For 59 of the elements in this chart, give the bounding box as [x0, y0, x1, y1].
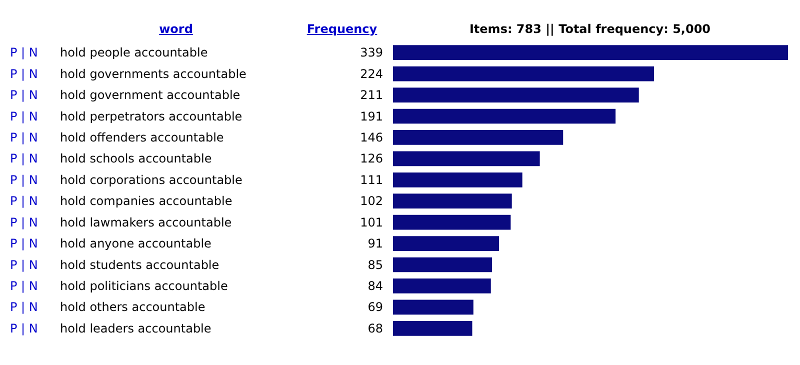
y-tick-label: hold politicians accountable [60, 278, 228, 293]
y-tick-label: hold corporations accountable [60, 172, 242, 187]
text: P | N [10, 172, 38, 187]
bar [393, 45, 788, 60]
y-tick-label: hold students accountable [60, 258, 220, 272]
y-tick-label: hold leaders accountable [60, 321, 212, 336]
data-label: 146 [360, 130, 383, 144]
data-label: 69 [368, 300, 383, 314]
bar [393, 108, 616, 124]
data-label: 126 [360, 152, 383, 166]
bar [393, 130, 564, 145]
y-tick-label: hold governments accountable [60, 66, 246, 81]
text: P | N [10, 152, 38, 166]
text: P | N [10, 109, 38, 124]
bar [393, 278, 491, 294]
text: P | N [10, 130, 38, 144]
data-label: 339 [360, 46, 383, 60]
bar [393, 214, 511, 230]
y-tick-label: hold anyone accountable [60, 236, 212, 251]
bar [393, 236, 500, 251]
data-label: 211 [360, 88, 383, 102]
bar [393, 320, 472, 336]
text: P | N [10, 278, 38, 293]
y-tick-label: hold schools accountable [60, 152, 212, 166]
text: P | N [10, 300, 38, 314]
data-label: 84 [368, 278, 383, 293]
data-label: 101 [360, 215, 383, 230]
bar [393, 172, 522, 188]
text: P | N [10, 236, 38, 251]
data-label: 68 [368, 321, 383, 336]
x-axis-title: Frequency [306, 22, 378, 36]
chart-title: Items: 783 || Total frequency: 5,000 [469, 22, 711, 36]
bar [393, 151, 540, 166]
y-tick-label: hold companies accountable [60, 194, 232, 208]
data-label: 224 [360, 66, 383, 81]
text: P | N [10, 66, 38, 81]
text: P | N [10, 258, 38, 272]
y-tick-label: hold others accountable [60, 300, 206, 314]
bar [393, 66, 654, 82]
y-axis-title: word [159, 22, 193, 36]
bar [393, 300, 474, 315]
y-tick-label: hold lawmakers accountable [60, 215, 232, 230]
y-tick-label: hold offenders accountable [60, 130, 224, 144]
data-label: 85 [368, 258, 383, 272]
data-label: 111 [360, 172, 383, 187]
text: P | N [10, 46, 38, 60]
y-tick-label: hold perpetrators accountable [60, 109, 242, 124]
data-label: 191 [360, 109, 383, 124]
y-tick-label: hold government accountable [60, 88, 240, 102]
text: P | N [10, 215, 38, 230]
bar [393, 257, 492, 272]
text: P | N [10, 321, 38, 336]
data-label: 91 [368, 236, 383, 251]
data-label: 102 [360, 194, 383, 208]
text: P | N [10, 88, 38, 102]
bar [393, 88, 639, 102]
text: P | N [10, 194, 38, 208]
bar [393, 194, 512, 209]
y-tick-label: hold people accountable [60, 46, 208, 60]
